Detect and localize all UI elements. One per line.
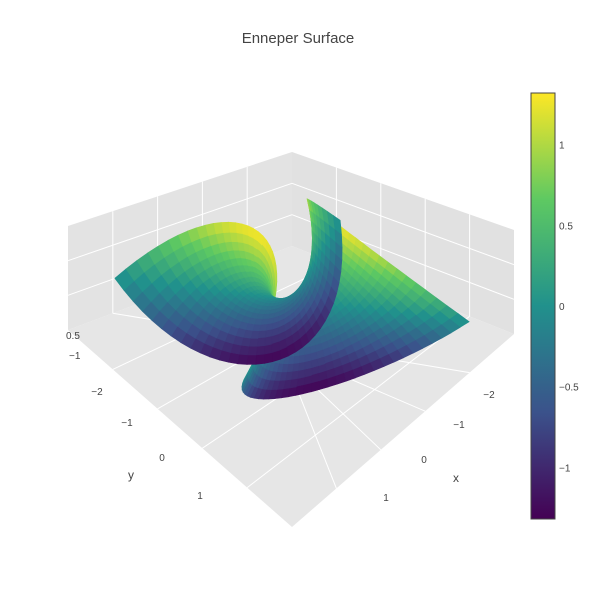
z-tick-label: 0.5 <box>66 331 80 342</box>
colorbar-gradient <box>530 92 556 520</box>
surface-patch <box>136 252 155 273</box>
surface-patch <box>370 358 385 371</box>
surface-patch <box>256 337 266 347</box>
gridline <box>246 316 470 488</box>
back-wall-right <box>292 152 514 334</box>
colorbar-tick-label: 0.5 <box>559 221 573 232</box>
surface-patch <box>264 336 273 346</box>
surface-patch <box>235 222 243 234</box>
surface-patch <box>256 345 266 356</box>
x-tick-label: 1 <box>383 493 389 504</box>
z-tick-label: −1 <box>69 351 81 362</box>
x-axis: −2 −1 0 1 x <box>383 390 495 504</box>
z-axis: 0.5 −1 <box>66 331 81 362</box>
surface-patch <box>249 337 259 347</box>
enneper-surface <box>114 198 470 400</box>
surface-patch <box>241 223 249 236</box>
surface-patch <box>247 345 258 356</box>
colorbar-tick-label: −1 <box>559 463 571 474</box>
y-axis: −2 −1 0 1 y <box>91 387 203 502</box>
y-tick-label: 1 <box>197 491 203 502</box>
surface-patch <box>258 330 267 339</box>
colorbar-tick-label: 1 <box>559 141 565 152</box>
y-tick-label: 0 <box>159 453 165 464</box>
surface-patch <box>288 355 295 365</box>
surface-patch <box>292 362 300 372</box>
surface-patch <box>291 370 300 380</box>
y-tick-label: −2 <box>91 387 103 398</box>
surface-patch <box>293 354 301 364</box>
colorbar: 1 0.5 0 −0.5 −1 <box>530 92 579 520</box>
surface-patch <box>246 354 257 365</box>
x-tick-label: 0 <box>421 455 427 466</box>
surface-patch <box>332 214 342 235</box>
x-tick-label: −1 <box>453 420 465 431</box>
surface-patch <box>255 353 265 365</box>
surface-patch <box>237 353 249 365</box>
surface-patch <box>302 383 313 395</box>
y-tick-label: −1 <box>121 418 133 429</box>
colorbar-tick-label: 0 <box>559 302 565 313</box>
surface-patch <box>299 354 306 364</box>
x-tick-label: −2 <box>483 390 495 401</box>
chart-title: Enneper Surface <box>242 30 355 47</box>
x-axis-title: x <box>453 471 459 485</box>
surface-patch <box>239 345 250 356</box>
gridline <box>291 182 515 266</box>
y-axis-title: y <box>128 468 134 482</box>
colorbar-tick-label: −0.5 <box>559 383 579 394</box>
gridline <box>67 182 293 262</box>
